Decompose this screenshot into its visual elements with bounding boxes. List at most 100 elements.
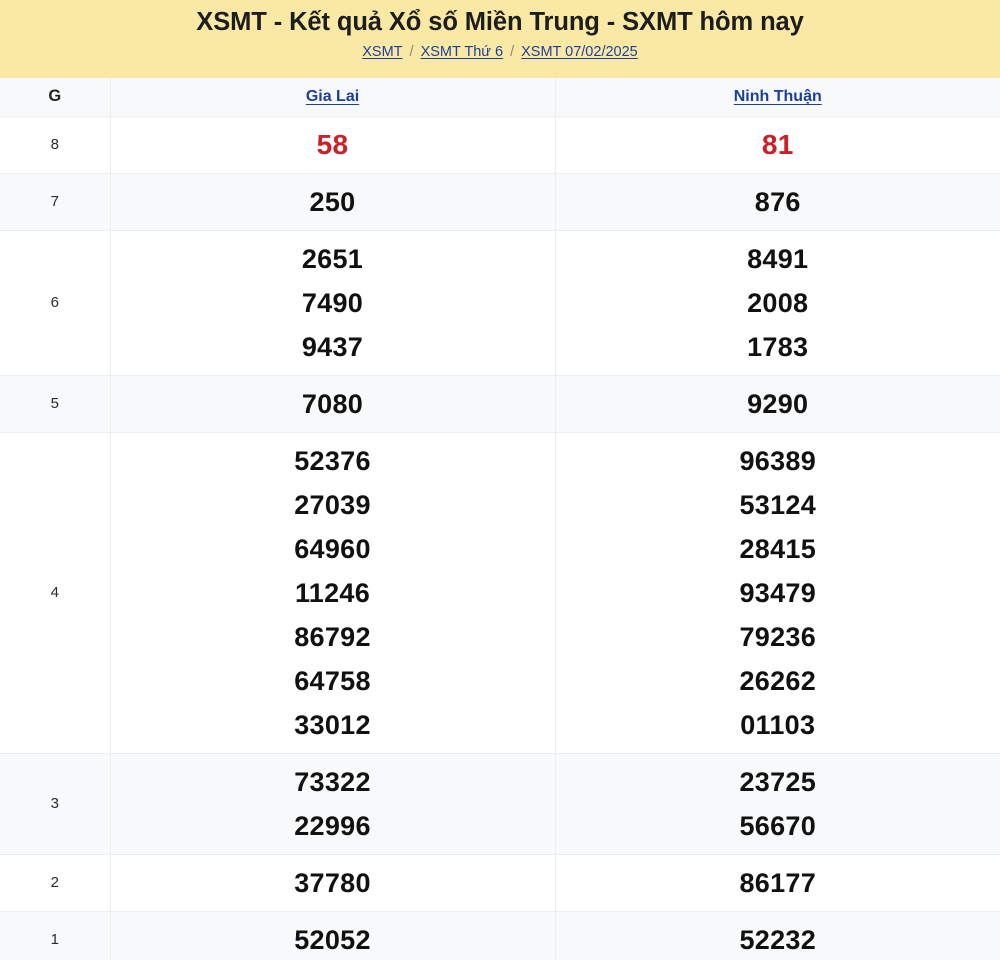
lottery-number: 2651 — [301, 243, 364, 274]
prize-label: 7 — [50, 192, 59, 210]
number-stack: 58 — [111, 123, 555, 167]
lottery-number: 58 — [316, 128, 349, 160]
province-link-ninh-thuan[interactable]: Ninh Thuận — [733, 87, 822, 105]
lottery-number: 81 — [761, 128, 794, 160]
lottery-number: 7490 — [301, 287, 364, 318]
numbers-cell-ninh-thuan: 81 — [555, 116, 1000, 174]
column-header-prize: G — [0, 78, 111, 117]
table-body: 8 58 81 7 250 876 6 2651 7490 9437 8491 2008 1783 5 70… — [0, 116, 1000, 960]
number-stack: 37780 — [111, 861, 555, 905]
province-link-gia-lai[interactable]: Gia Lai — [305, 87, 360, 105]
prize-label: 2 — [50, 873, 59, 891]
prize-label: 4 — [50, 583, 59, 601]
table-row: 8 58 81 — [0, 116, 1000, 174]
lottery-number: 64758 — [294, 665, 371, 696]
column-header-ninh-thuan[interactable]: Ninh Thuận — [555, 78, 1000, 117]
prize-label-cell: 2 — [0, 854, 111, 912]
numbers-cell-gia-lai: 52376 27039 64960 11246 86792 64758 33012 — [110, 432, 556, 754]
number-stack: 73322 22996 — [111, 760, 555, 848]
lottery-number: 73322 — [294, 766, 371, 797]
number-stack: 52376 27039 64960 11246 86792 64758 33012 — [111, 439, 555, 747]
breadcrumb-item-xsmt[interactable]: XSMT — [362, 44, 403, 60]
lottery-results-table: G Gia Lai Ninh Thuận 8 58 81 7 250 876 6 2651 74… — [0, 78, 1000, 960]
numbers-cell-gia-lai: 7080 — [110, 375, 556, 433]
numbers-cell-ninh-thuan: 96389 53124 28415 93479 79236 26262 01103 — [555, 432, 1000, 754]
lottery-number: 56670 — [739, 810, 817, 841]
lottery-number: 9437 — [301, 331, 364, 362]
breadcrumb-item-weekday[interactable]: XSMT Thứ 6 — [420, 44, 504, 60]
prize-label-cell: 7 — [0, 173, 111, 231]
lottery-number: 86792 — [294, 621, 371, 652]
numbers-cell-gia-lai: 58 — [110, 116, 556, 174]
number-stack: 250 — [111, 180, 555, 224]
prize-label-cell: 8 — [0, 116, 111, 174]
number-stack: 81 — [556, 123, 1000, 167]
lottery-number: 27039 — [294, 489, 371, 520]
number-stack: 9290 — [556, 382, 1000, 426]
table-row: 4 52376 27039 64960 11246 86792 64758 33012 9638… — [0, 432, 1000, 754]
table-header: G Gia Lai Ninh Thuận — [0, 78, 1000, 117]
numbers-cell-ninh-thuan: 52232 — [555, 911, 1000, 960]
lottery-number: 93479 — [739, 577, 817, 608]
lottery-number: 1783 — [747, 331, 809, 362]
lottery-number: 7080 — [301, 388, 364, 419]
lottery-number: 2008 — [747, 287, 809, 318]
prize-label: 1 — [50, 930, 59, 948]
page-title: XSMT - Kết quả Xổ số Miền Trung - SXMT h… — [196, 8, 804, 36]
number-stack: 86177 — [556, 861, 1000, 905]
prize-label-cell: 1 — [0, 911, 111, 960]
lottery-number: 876 — [754, 186, 801, 217]
lottery-number: 9290 — [747, 388, 809, 419]
number-stack: 23725 56670 — [556, 760, 1000, 848]
numbers-cell-gia-lai: 52052 — [110, 911, 556, 960]
lottery-number: 86177 — [739, 867, 817, 898]
number-stack: 52232 — [556, 918, 1000, 960]
prize-label-cell: 3 — [0, 753, 111, 855]
lottery-number: 64960 — [294, 533, 371, 564]
table-row: 2 37780 86177 — [0, 854, 1000, 912]
numbers-cell-gia-lai: 37780 — [110, 854, 556, 912]
prize-label: 5 — [50, 394, 59, 412]
numbers-cell-gia-lai: 250 — [110, 173, 556, 231]
lottery-number: 22996 — [294, 810, 371, 841]
lottery-number: 79236 — [739, 621, 817, 652]
column-header-gia-lai[interactable]: Gia Lai — [110, 78, 556, 117]
lottery-number: 11246 — [294, 577, 371, 608]
table-row: 1 52052 52232 — [0, 911, 1000, 960]
prize-label: 8 — [50, 135, 59, 153]
lottery-number: 250 — [309, 186, 356, 217]
lottery-number: 26262 — [739, 665, 817, 696]
number-stack: 8491 2008 1783 — [556, 237, 1000, 369]
prize-label: 3 — [50, 794, 59, 812]
number-stack: 876 — [556, 180, 1000, 224]
table-row: 5 7080 9290 — [0, 375, 1000, 433]
lottery-number: 01103 — [740, 709, 816, 740]
table-row: 7 250 876 — [0, 173, 1000, 231]
lottery-number: 52052 — [294, 924, 371, 955]
numbers-cell-ninh-thuan: 23725 56670 — [555, 753, 1000, 855]
table-header-row: G Gia Lai Ninh Thuận — [0, 78, 1000, 117]
prize-label-cell: 6 — [0, 230, 111, 376]
table-row: 6 2651 7490 9437 8491 2008 1783 — [0, 230, 1000, 376]
numbers-cell-gia-lai: 73322 22996 — [110, 753, 556, 855]
breadcrumb: XSMT / XSMT Thứ 6 / XSMT 07/02/2025 — [362, 43, 637, 61]
prize-label-cell: 4 — [0, 432, 111, 754]
lottery-number: 96389 — [739, 445, 817, 476]
breadcrumb-separator: / — [510, 44, 515, 60]
numbers-cell-ninh-thuan: 876 — [555, 173, 1000, 231]
lottery-number: 8491 — [747, 243, 809, 274]
number-stack: 96389 53124 28415 93479 79236 26262 01103 — [556, 439, 1000, 747]
number-stack: 7080 — [111, 382, 555, 426]
numbers-cell-ninh-thuan: 8491 2008 1783 — [555, 230, 1000, 376]
lottery-number: 53124 — [739, 489, 817, 520]
table-row: 3 73322 22996 23725 56670 — [0, 753, 1000, 855]
numbers-cell-ninh-thuan: 86177 — [555, 854, 1000, 912]
lottery-number: 52232 — [739, 924, 817, 955]
number-stack: 52052 — [111, 918, 555, 960]
breadcrumb-item-date[interactable]: XSMT 07/02/2025 — [521, 44, 638, 60]
prize-label-cell: 5 — [0, 375, 111, 433]
numbers-cell-ninh-thuan: 9290 — [555, 375, 1000, 433]
lottery-number: 37780 — [294, 867, 371, 898]
lottery-number: 23725 — [739, 766, 817, 797]
